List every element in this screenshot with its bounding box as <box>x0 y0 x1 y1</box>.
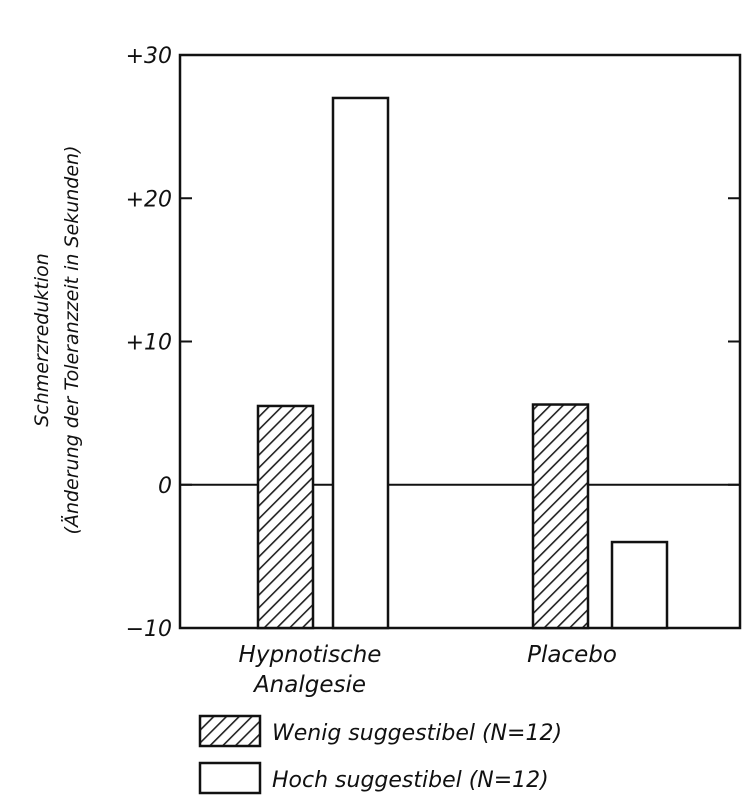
y-axis: −10 0 +10 +20 +30 <box>126 44 740 642</box>
legend-label-wenig: Wenig suggestibel (N=12) <box>272 721 562 746</box>
bar-wenig-hypnotische-analgesie <box>256 404 315 630</box>
y-tick-label: −10 <box>126 617 172 642</box>
legend-label-hoch: Hoch suggestibel (N=12) <box>272 768 549 793</box>
y-axis-label-line-2: (Änderung der Toleranzzeit in Sekunden) <box>60 146 83 535</box>
bar-wenig-placebo <box>531 403 590 630</box>
category-label: Placebo <box>527 642 617 668</box>
x-axis-labels: Hypnotische Analgesie Placebo <box>239 642 617 698</box>
legend-swatch-open <box>198 761 262 795</box>
bars <box>256 96 669 630</box>
y-axis-label-group: Schmerzreduktion (Änderung der Toleranzz… <box>31 146 83 535</box>
y-tick-label: +10 <box>126 331 172 356</box>
y-axis-label-line-1: Schmerzreduktion <box>31 253 53 427</box>
y-tick-label: 0 <box>158 474 172 499</box>
bar-hoch-hypnotische-analgesie <box>331 96 390 630</box>
y-tick-label: +20 <box>126 187 172 212</box>
category-label: Analgesie <box>252 672 366 698</box>
legend-swatch-hatched <box>198 714 262 748</box>
bar-hoch-placebo <box>610 540 669 630</box>
category-label: Hypnotische <box>239 642 382 668</box>
y-tick-label: +30 <box>126 44 172 69</box>
legend: Wenig suggestibel (N=12) Hoch suggestibe… <box>198 714 562 795</box>
